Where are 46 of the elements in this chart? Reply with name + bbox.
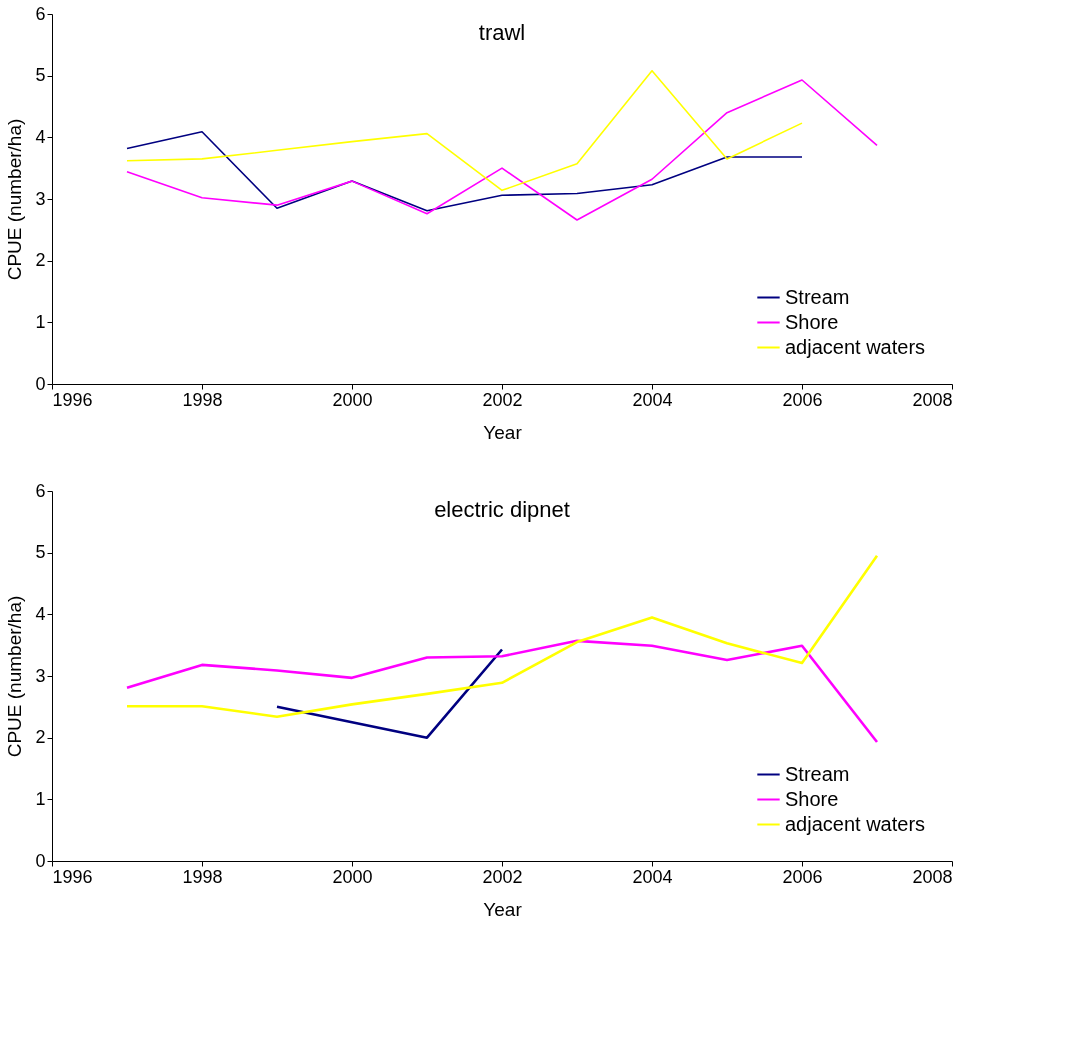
y-tick-label: 5 — [35, 542, 46, 563]
line-series — [125, 554, 879, 718]
y-tick-label: 3 — [35, 665, 46, 686]
x-tick-label: 2004 — [632, 866, 673, 887]
y-tick-label: 6 — [35, 480, 46, 501]
x-tick-label: 1996 — [52, 389, 93, 410]
x-axis-title: Year — [483, 421, 523, 443]
line-series — [275, 648, 504, 739]
x-tick-label: 2008 — [912, 389, 953, 410]
x-tick-label: 1998 — [182, 389, 223, 410]
x-tick-label: 2006 — [782, 389, 823, 410]
y-tick-label: 1 — [35, 311, 46, 332]
chart-title: electric dipnet — [434, 497, 570, 522]
y-tick-label: 6 — [35, 3, 46, 24]
y-tick-label: 5 — [35, 65, 46, 86]
line-series — [126, 79, 878, 221]
x-tick-label: 2002 — [482, 866, 523, 887]
y-tick-label: 0 — [35, 373, 46, 394]
y-tick-label: 1 — [35, 788, 46, 809]
x-tick-label: 2000 — [332, 389, 373, 410]
legend-label: Shore — [785, 787, 839, 810]
legend-label: adjacent waters — [785, 335, 926, 358]
y-tick-label: 2 — [35, 727, 46, 748]
chart-title: trawl — [478, 20, 526, 45]
y-axis-title: CPUE (number/ha) — [4, 118, 26, 281]
x-tick-label: 1996 — [52, 866, 93, 887]
legend-label: Stream — [785, 285, 850, 308]
x-tick-label: 1998 — [182, 866, 223, 887]
line-series — [126, 130, 803, 212]
legend-label: Shore — [785, 310, 839, 333]
line-series — [126, 69, 803, 192]
x-tick-label: 2000 — [332, 866, 373, 887]
y-tick-label: 4 — [35, 603, 46, 624]
line-series — [125, 639, 879, 744]
x-tick-label: 2004 — [632, 389, 673, 410]
legend-label: adjacent waters — [785, 812, 926, 835]
x-tick-label: 2006 — [782, 866, 823, 887]
x-tick-label: 2008 — [912, 866, 953, 887]
y-axis-title: CPUE (number/ha) — [4, 595, 26, 758]
y-tick-label: 0 — [35, 850, 46, 871]
y-tick-label: 4 — [35, 126, 46, 147]
legend-label: Stream — [785, 762, 850, 785]
y-tick-label: 2 — [35, 250, 46, 271]
y-tick-label: 3 — [35, 188, 46, 209]
x-tick-label: 2002 — [482, 389, 523, 410]
x-axis-title: Year — [483, 898, 523, 920]
